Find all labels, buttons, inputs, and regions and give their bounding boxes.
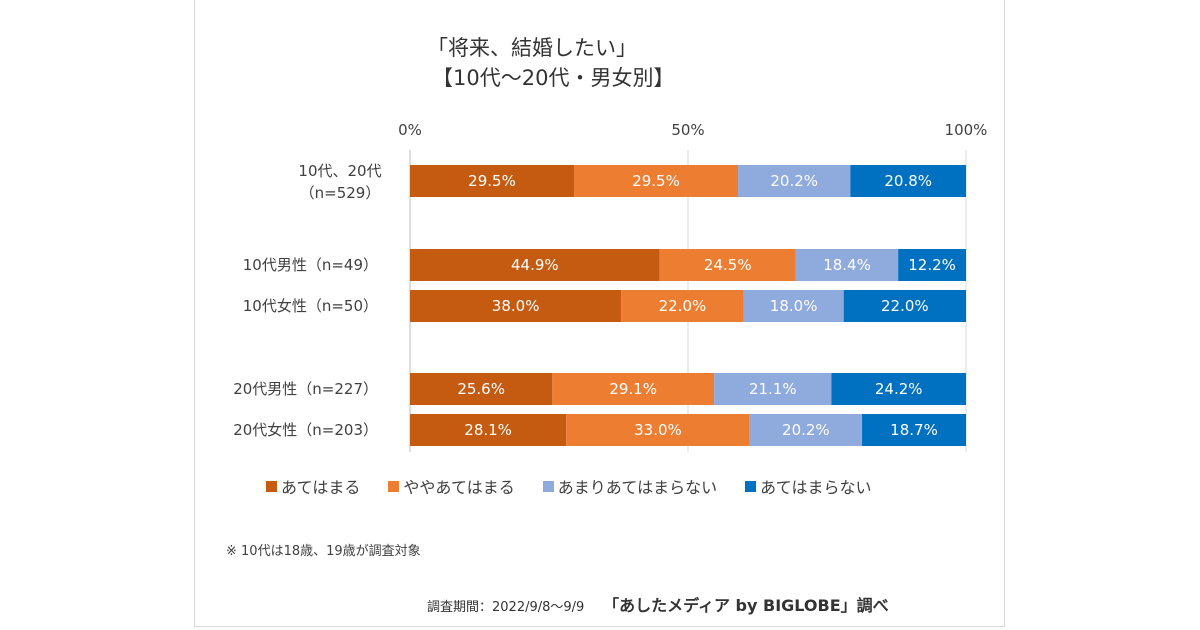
bar-segment	[410, 373, 553, 405]
category-label: 10代男性（n=49）	[243, 256, 378, 274]
data-label: 29.1%	[609, 380, 657, 398]
category-labels: 10代、20代 （n=529） 10代男性（n=49） 10代女性（n=50） 20代男…	[233, 162, 381, 439]
bar-segment	[659, 249, 796, 281]
bar-segment	[552, 373, 715, 405]
data-label: 18.4%	[823, 256, 871, 274]
bar-segment	[795, 249, 899, 281]
data-label: 25.6%	[457, 380, 505, 398]
data-label: 33.0%	[634, 421, 682, 439]
bar-segment	[574, 165, 739, 197]
x-axis-ticks: 0% 50% 100%	[398, 121, 987, 139]
bar-segment	[831, 373, 966, 405]
legend-swatch	[745, 480, 757, 492]
source-brand: 「あしたメディア by BIGLOBE」調べ	[603, 596, 889, 615]
bar-segment	[898, 249, 966, 281]
source-line: 調査期間：2022/9/8～9/9 「あしたメディア by BIGLOBE」調べ	[427, 592, 889, 616]
bars: 29.5% 29.5% 20.2% 20.8% 44.9% 24.5% 18.4% 12.2%…	[410, 165, 966, 446]
bar-segment	[843, 290, 966, 322]
legend-item: ややあてはまる	[388, 474, 515, 498]
data-label: 38.0%	[492, 297, 540, 315]
data-label: 22.0%	[881, 297, 929, 315]
category-label: 10代女性（n=50）	[243, 297, 378, 315]
bar-segment	[410, 249, 660, 281]
legend-swatch	[388, 480, 400, 492]
category-label: 20代男性（n=227）	[233, 380, 378, 398]
bar-segment	[862, 414, 966, 446]
chart-subtitle: 【10代～20代・男女別】	[432, 66, 675, 90]
legend-swatch	[542, 480, 554, 492]
data-label: 28.1%	[464, 421, 512, 439]
x-tick-label: 100%	[945, 121, 988, 139]
data-label: 29.5%	[632, 172, 680, 190]
category-label: （n=529）	[300, 184, 381, 202]
legend-item: あてはまる	[266, 474, 360, 498]
bar-segment	[738, 165, 851, 197]
x-tick-label: 50%	[671, 121, 704, 139]
category-label: 10代、20代	[298, 162, 381, 180]
bar-segment	[714, 373, 832, 405]
survey-period: 調査期間：2022/9/8～9/9	[427, 600, 585, 615]
data-label: 18.0%	[770, 297, 818, 315]
legend-item: あてはまらない	[745, 474, 872, 498]
legend-label: ややあてはまる	[403, 478, 515, 497]
legend-label: あてはまらない	[760, 478, 872, 497]
data-label: 20.8%	[884, 172, 932, 190]
bar-segment	[621, 290, 744, 322]
data-label: 22.0%	[659, 297, 707, 315]
data-label: 18.7%	[890, 421, 938, 439]
footnote: ※ 10代は18歳、19歳が調査対象	[226, 544, 421, 559]
chart-title: 「将来、結婚したい」	[427, 36, 637, 60]
bar-segment	[410, 165, 575, 197]
bar-segment	[749, 414, 863, 446]
legend-swatch	[266, 480, 277, 492]
data-label: 24.5%	[704, 256, 752, 274]
bar-segment	[743, 290, 844, 322]
data-label: 21.1%	[749, 380, 797, 398]
data-label: 12.2%	[908, 256, 956, 274]
legend-label: あてはまる	[281, 478, 361, 497]
data-label: 29.5%	[468, 172, 516, 190]
x-tick-label: 0%	[398, 121, 422, 139]
bar-segment	[566, 414, 750, 446]
bar-segment	[850, 165, 966, 197]
data-label: 44.9%	[511, 256, 559, 274]
legend-item: あまりあてはまらない	[542, 474, 718, 498]
data-label: 20.2%	[782, 421, 830, 439]
bar-segment	[410, 290, 622, 322]
category-label: 20代女性（n=203）	[233, 421, 378, 439]
data-label: 24.2%	[875, 380, 923, 398]
legend: あてはまる ややあてはまる あまりあてはまらない あてはまらない	[266, 474, 872, 498]
bar-segment	[410, 414, 567, 446]
data-label: 20.2%	[770, 172, 818, 190]
legend-label: あまりあてはまらない	[557, 478, 718, 497]
